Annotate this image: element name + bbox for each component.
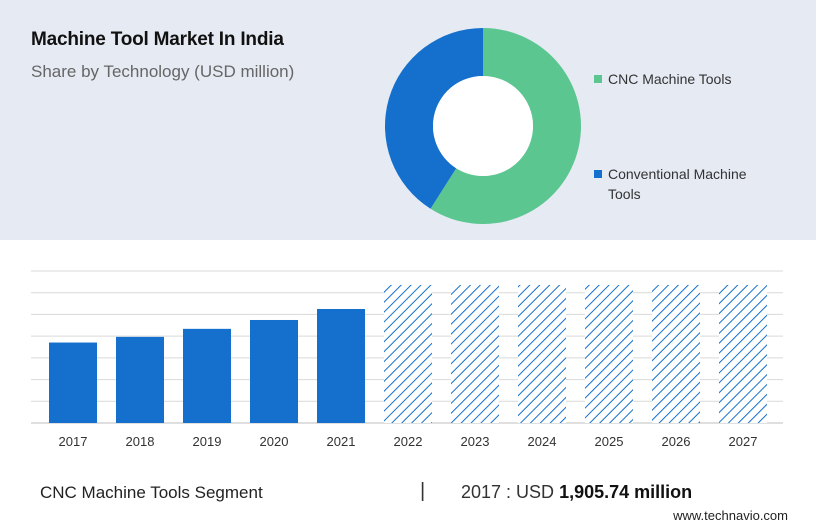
x-tick-label-2023: 2023: [461, 434, 490, 449]
x-tick-label-2022: 2022: [394, 434, 423, 449]
bar-2023-forecast: [451, 284, 499, 423]
bar-2017: [49, 342, 97, 423]
segment-value: 2017 : USD 1,905.74 million: [461, 482, 692, 503]
x-tick-label-2020: 2020: [260, 434, 289, 449]
x-tick-label-2019: 2019: [193, 434, 222, 449]
bar-2025-forecast: [585, 284, 633, 423]
legend-item-cnc: CNC Machine Tools: [594, 69, 732, 89]
donut-slice-conventional-machine-tools: [385, 28, 483, 209]
x-tick-label-2017: 2017: [59, 434, 88, 449]
donut-slice-cnc-machine-tools: [430, 28, 581, 224]
source-link[interactable]: www.technavio.com: [673, 508, 788, 523]
chart-subtitle: Share by Technology (USD million): [31, 62, 295, 81]
bar-2026-forecast: [652, 284, 700, 423]
legend-label-conventional-line1: Conventional Machine: [608, 166, 747, 182]
bar-2024-forecast: [518, 284, 566, 423]
footer-divider: |: [420, 480, 426, 502]
legend-item-conventional: Conventional Machine Tools: [594, 164, 747, 204]
bar-2027-forecast: [719, 284, 767, 423]
x-tick-label-2025: 2025: [595, 434, 624, 449]
donut-chart: [385, 28, 581, 224]
x-tick-label-2026: 2026: [662, 434, 691, 449]
legend-swatch-conventional: [594, 170, 602, 178]
segment-label: CNC Machine Tools Segment: [40, 483, 263, 502]
x-tick-label-2024: 2024: [528, 434, 557, 449]
legend-label-cnc: CNC Machine Tools: [608, 71, 732, 87]
x-tick-label-2021: 2021: [327, 434, 356, 449]
bar-2022-forecast: [384, 284, 432, 423]
bar-2019: [183, 328, 231, 423]
x-tick-label-2018: 2018: [126, 434, 155, 449]
bar-2020: [250, 319, 298, 423]
x-tick-label-2027: 2027: [729, 434, 758, 449]
legend-label-conventional-line2: Tools: [608, 186, 641, 202]
chart-title: Machine Tool Market In India: [31, 29, 284, 50]
bar-chart: 2017 2018 2019 2020 2021 2022 2023 2024 2025 2026…: [31, 270, 783, 449]
donut-hole: [433, 76, 533, 176]
bar-2021: [317, 309, 365, 423]
legend-swatch-cnc: [594, 75, 602, 83]
segment-year-prefix: 2017 : USD: [461, 482, 555, 502]
segment-value-amount: 1,905.74 million: [559, 482, 693, 502]
bar-2018: [116, 336, 164, 423]
